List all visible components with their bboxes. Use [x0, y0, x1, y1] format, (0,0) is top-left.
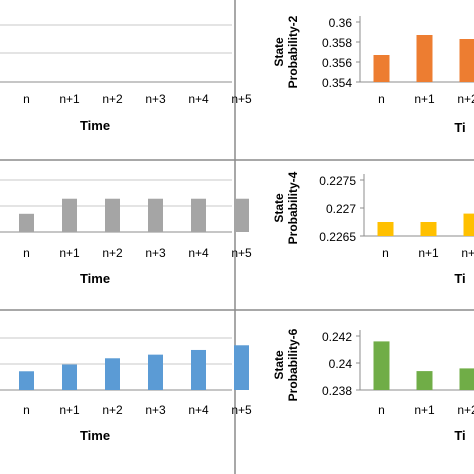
x-tick-label: n+2	[457, 92, 474, 106]
x-tick-label: n+1	[59, 246, 80, 260]
y-tick-label: 0.354	[322, 76, 352, 90]
bar	[148, 354, 163, 390]
x-axis-label: Ti	[454, 271, 465, 286]
bar	[459, 39, 474, 82]
bar	[377, 222, 394, 236]
y-tick-label: 0.36	[329, 16, 353, 30]
bar	[459, 368, 474, 390]
x-tick-label: n+3	[145, 246, 166, 260]
x-tick-label: n+2	[102, 92, 123, 106]
x-axis-label: Time	[80, 428, 110, 443]
y-tick-label: 0.356	[322, 56, 352, 70]
y-tick-label: 0.24	[329, 357, 353, 371]
chart-panel-5: n n+1 n+2 n+3 n+4 n+5 Time	[0, 337, 252, 443]
bar	[463, 213, 474, 236]
chart-panel-6: 0.242 0.24 0.238 StateProbability-6 n n+1 n+2 T…	[272, 328, 474, 443]
bar	[62, 364, 77, 390]
x-tick-label: n+1	[59, 92, 80, 106]
x-tick-label: n+4	[188, 246, 209, 260]
x-tick-label: n+5	[231, 403, 252, 417]
y-tick-label: 0.238	[322, 384, 352, 398]
y-tick-label: 0.227	[326, 202, 356, 216]
bar	[62, 198, 77, 232]
y-axis-label: StateProbability-6	[272, 328, 300, 401]
x-tick-label: n	[23, 92, 30, 106]
x-tick-label: n+1	[414, 92, 435, 106]
x-tick-label: n+3	[145, 92, 166, 106]
x-tick-label: n	[378, 403, 385, 417]
x-tick-label: n+1	[59, 403, 80, 417]
x-tick-label: n	[378, 92, 385, 106]
x-tick-label: n+4	[188, 403, 209, 417]
y-axis-label: StateProbability-2	[272, 15, 300, 88]
x-axis-label: Ti	[454, 120, 465, 135]
x-tick-label: n+1	[414, 403, 435, 417]
bar	[19, 371, 34, 390]
bar	[420, 222, 437, 236]
bar	[105, 198, 120, 232]
x-axis-label: Time	[80, 271, 110, 286]
x-tick-label: n+5	[231, 246, 252, 260]
y-tick-label: 0.242	[322, 330, 352, 344]
y-tick-label: 0.358	[322, 36, 352, 50]
bar	[191, 349, 206, 390]
chart-panel-4: 0.2275 0.227 0.2265 StateProbability-4 n n+1 n…	[272, 171, 474, 286]
bar	[19, 213, 34, 232]
bar	[105, 358, 120, 390]
bar	[416, 35, 433, 82]
x-tick-label: n+1	[418, 246, 439, 260]
bar	[234, 345, 249, 390]
x-tick-label: n	[23, 246, 30, 260]
x-tick-label: n+2	[457, 403, 474, 417]
x-tick-label: n+2	[461, 246, 474, 260]
y-tick-label: 0.2265	[319, 230, 356, 244]
bar	[373, 341, 390, 390]
y-axis-label: StateProbability-4	[272, 171, 300, 244]
bar	[234, 198, 249, 232]
x-tick-label: n+2	[102, 403, 123, 417]
bar	[148, 198, 163, 232]
x-tick-label: n	[382, 246, 389, 260]
x-tick-label: n+4	[188, 92, 209, 106]
chart-panel-3: n n+1 n+2 n+3 n+4 n+5 Time	[0, 179, 252, 286]
bar	[191, 198, 206, 232]
x-tick-label: n+2	[102, 246, 123, 260]
x-tick-label: n+5	[231, 92, 252, 106]
bar	[416, 371, 433, 390]
bar	[373, 55, 390, 82]
x-axis-label: Ti	[454, 428, 465, 443]
y-tick-label: 0.2275	[319, 174, 356, 188]
x-tick-label: n+3	[145, 403, 166, 417]
x-tick-label: n	[23, 403, 30, 417]
x-axis-label: Time	[80, 118, 110, 133]
chart-panel-2: 0.36 0.358 0.356 0.354 StateProbability-2 n n+…	[272, 15, 474, 135]
chart-panel-1: n n+1 n+2 n+3 n+4 n+5 Time	[0, 24, 252, 133]
